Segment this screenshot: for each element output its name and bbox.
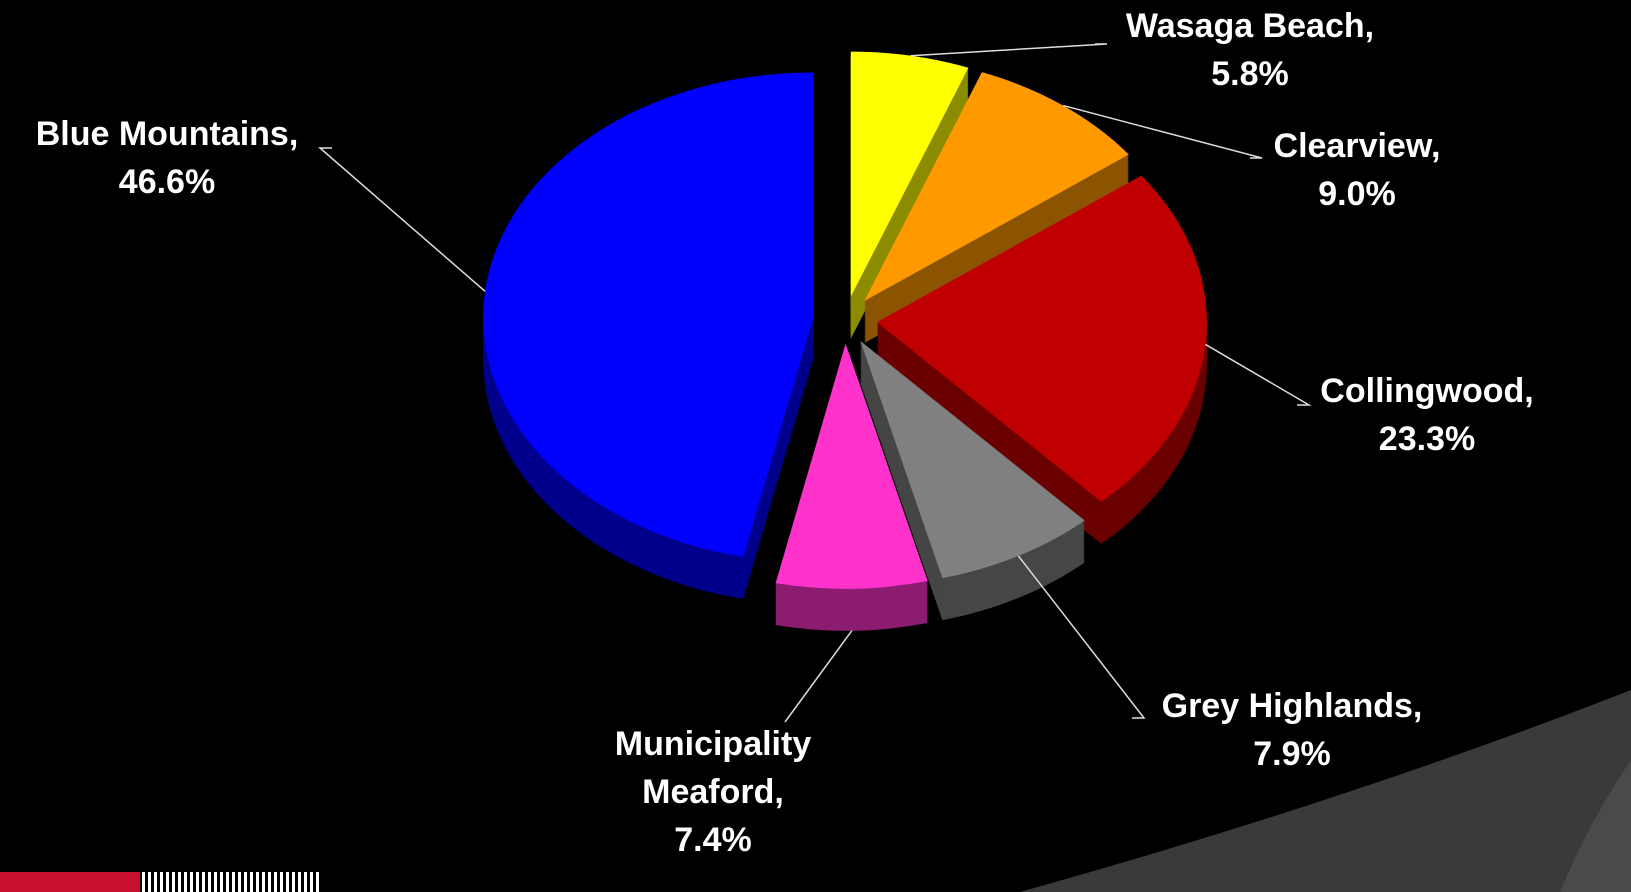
data-label: Municipality Meaford, 7.4% — [615, 725, 812, 859]
leader-line — [1205, 343, 1312, 406]
stripe — [286, 872, 289, 892]
stripe — [238, 872, 241, 892]
data-label-line: 46.6% — [119, 163, 215, 201]
stripe — [166, 872, 169, 892]
slice — [850, 51, 969, 297]
stripe — [292, 872, 295, 892]
data-label-line: Blue Mountains, — [36, 115, 299, 153]
stripe — [316, 872, 319, 892]
slice — [775, 343, 928, 589]
stripe — [202, 872, 205, 892]
stripe — [280, 872, 283, 892]
stripe — [160, 872, 163, 892]
data-label-line: 5.8% — [1211, 55, 1289, 93]
stripe — [190, 872, 193, 892]
data-label-line: Collingwood, — [1320, 372, 1533, 410]
data-label-line: Municipality — [615, 725, 812, 763]
stripe — [184, 872, 187, 892]
data-label: Wasaga Beach, 5.8% — [1126, 7, 1374, 93]
footer-bar — [0, 872, 140, 892]
footer-stripes — [142, 872, 319, 892]
stripe — [250, 872, 253, 892]
slice — [864, 72, 1129, 302]
data-label-line: Wasaga Beach, — [1126, 7, 1374, 45]
data-label: Clearview, 9.0% — [1274, 127, 1441, 213]
stripe — [298, 872, 301, 892]
slice — [483, 72, 814, 557]
stripe — [178, 872, 181, 892]
leader-line — [1063, 104, 1263, 159]
leader-line — [910, 43, 1108, 57]
leader-line — [784, 630, 853, 723]
stripe — [208, 872, 211, 892]
stripe — [310, 872, 313, 892]
background-swoosh-edge — [1560, 760, 1631, 892]
stripe — [142, 872, 145, 892]
stripe — [220, 872, 223, 892]
data-label: Grey Highlands, 7.9% — [1162, 687, 1423, 773]
slice-tops — [483, 51, 1207, 589]
stripe — [274, 872, 277, 892]
data-label: Blue Mountains, 46.6% — [36, 115, 299, 201]
stripe — [148, 872, 151, 892]
stripe — [304, 872, 307, 892]
stripe — [172, 872, 175, 892]
slice — [876, 175, 1207, 502]
stripe — [226, 872, 229, 892]
stripe — [196, 872, 199, 892]
data-label-line: 7.9% — [1253, 735, 1331, 773]
data-label-line: 7.4% — [674, 821, 752, 859]
data-label-line: Meaford, — [642, 773, 784, 811]
data-label-line: Clearview, — [1274, 127, 1441, 165]
stripe — [268, 872, 271, 892]
data-label-line: 9.0% — [1318, 175, 1396, 213]
leader-line — [317, 147, 486, 292]
stripe — [214, 872, 217, 892]
stripe — [262, 872, 265, 892]
stripe — [244, 872, 247, 892]
stripe — [232, 872, 235, 892]
data-label: Collingwood, 23.3% — [1320, 372, 1533, 458]
leader-line — [1017, 555, 1146, 719]
data-label-line: Grey Highlands, — [1162, 687, 1423, 725]
stripe — [256, 872, 259, 892]
stripe — [154, 872, 157, 892]
background-swoosh — [1020, 690, 1631, 892]
data-label-line: 23.3% — [1379, 420, 1475, 458]
slice — [860, 340, 1085, 579]
